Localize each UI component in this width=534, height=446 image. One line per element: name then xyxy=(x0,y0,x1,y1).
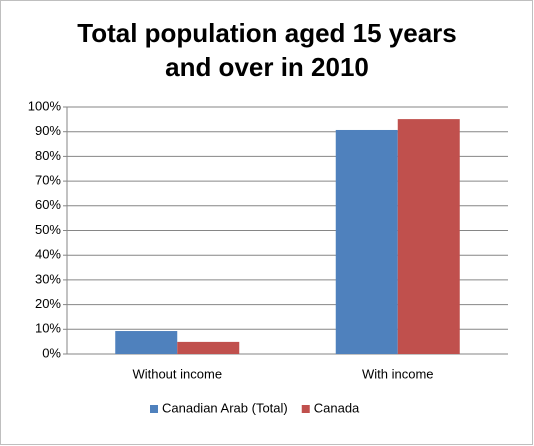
y-tick-label: 90% xyxy=(35,123,61,138)
y-tick-label: 70% xyxy=(35,173,61,188)
legend-label: Canadian Arab (Total) xyxy=(162,400,288,415)
bar xyxy=(115,331,178,354)
chart-title: Total population aged 15 years and over … xyxy=(77,18,457,82)
x-tick-label: Without income xyxy=(132,366,222,381)
y-tick-label: 30% xyxy=(35,271,61,286)
y-tick-label: 10% xyxy=(35,321,61,336)
x-tick-label: With income xyxy=(362,366,434,381)
bar xyxy=(397,119,460,354)
y-tick-label: 100% xyxy=(28,98,62,113)
y-tick-label: 0% xyxy=(42,345,61,360)
bar xyxy=(177,341,240,354)
legend-swatch xyxy=(150,405,158,413)
y-tick-label: 50% xyxy=(35,222,61,237)
legend-swatch xyxy=(301,405,310,413)
y-tick-label: 40% xyxy=(35,247,61,262)
y-tick-label: 80% xyxy=(35,148,61,163)
bar xyxy=(335,129,398,354)
legend-label: Canada xyxy=(314,400,360,415)
y-tick-label: 60% xyxy=(35,197,61,212)
y-tick-label: 20% xyxy=(35,296,61,311)
